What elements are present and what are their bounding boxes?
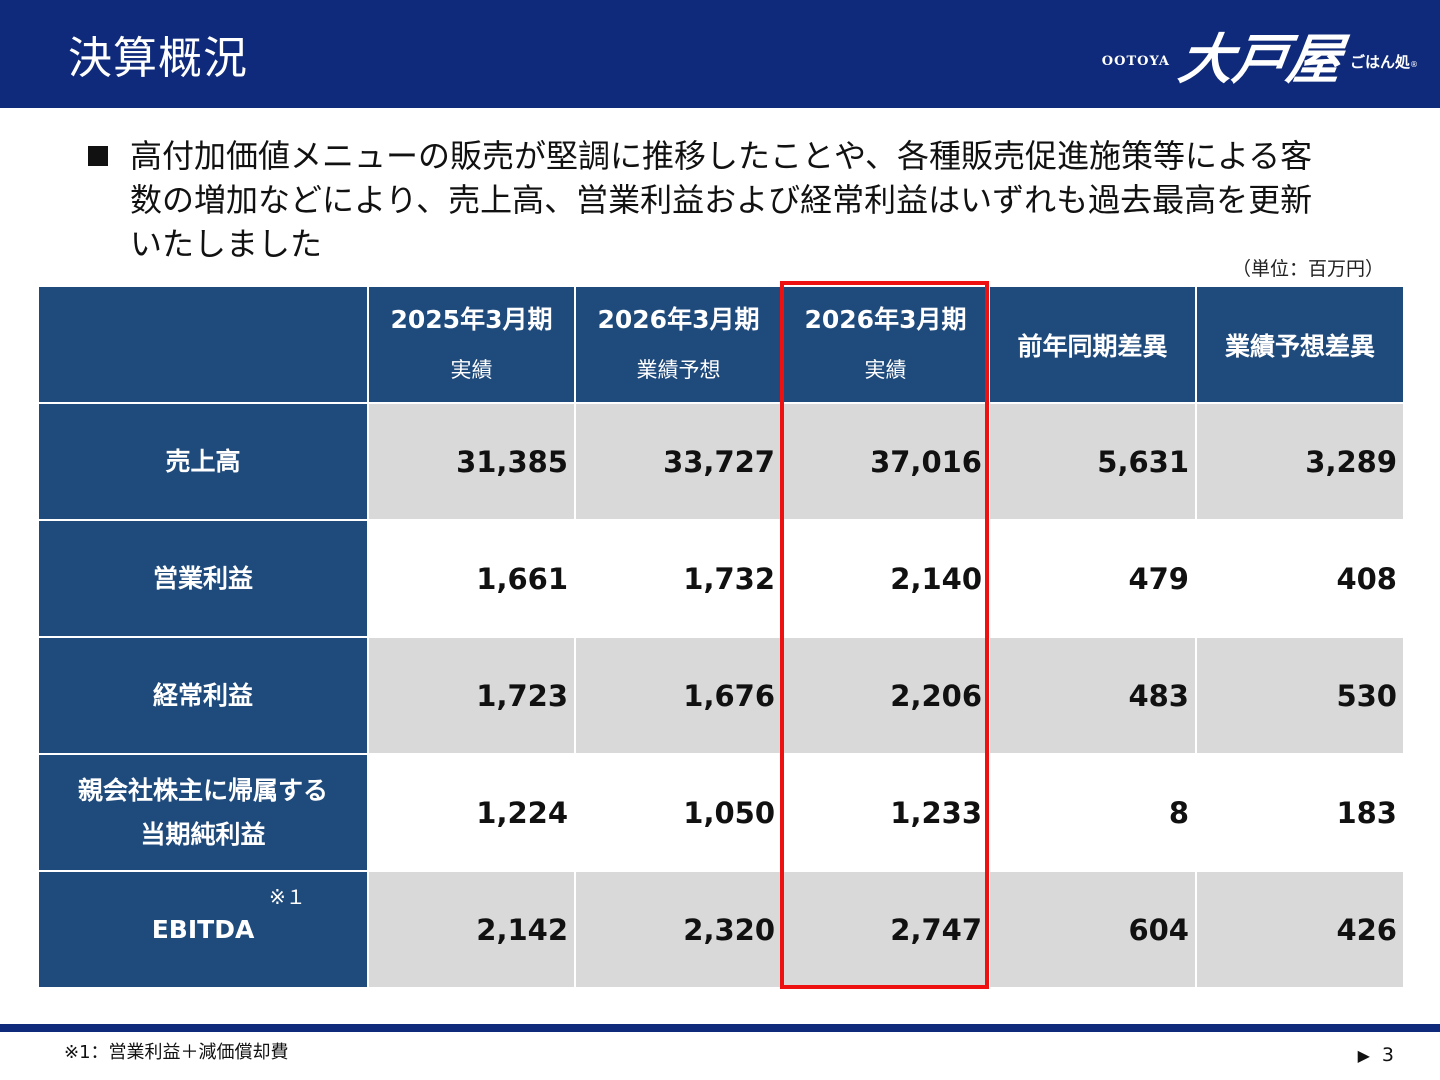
- footnote: ※1：営業利益＋減価償却費: [64, 1042, 289, 1063]
- value-cell: 183: [1195, 753, 1405, 872]
- table-row: 親会社株主に帰属する 当期純利益 1,224 1,050 1,233 8 183: [37, 753, 1405, 872]
- value-cell: 1,732: [574, 519, 783, 638]
- square-bullet-icon: [88, 146, 108, 166]
- logo-main-text: 大戸屋: [1174, 26, 1346, 91]
- value-cell: 1,676: [574, 636, 783, 755]
- play-arrow-icon: ▶: [1357, 1046, 1370, 1065]
- unit-label: （単位：百万円）: [1231, 258, 1384, 280]
- page-number: 3: [1381, 1044, 1394, 1066]
- header-blank-cell: [37, 285, 369, 404]
- table-row: ※１ EBITDA 2,142 2,320 2,747 604 426: [37, 870, 1405, 989]
- value-cell: 530: [1195, 636, 1405, 755]
- value-cell: 2,206: [781, 636, 990, 755]
- footer-bar: [0, 1024, 1440, 1032]
- table-row: 経常利益 1,723 1,676 2,206 483 530: [37, 636, 1405, 755]
- table-header-row: 2025年3月期 実績 2026年3月期 業績予想 2026年3月期 実績 前年…: [37, 285, 1405, 404]
- value-cell: 37,016: [781, 402, 990, 521]
- slide-header: 決算概況 OOTOYA 大戸屋 ごはん処 ®: [0, 0, 1440, 108]
- summary-bullet: 高付加価値メニューの販売が堅調に推移したことや、各種販売促進施策等による客数の増…: [88, 134, 1348, 266]
- column-header: 前年同期差異: [988, 285, 1197, 404]
- value-cell: 1,661: [367, 519, 576, 638]
- footnote-marker: ※１: [269, 885, 306, 909]
- results-table: 2025年3月期 実績 2026年3月期 業績予想 2026年3月期 実績 前年…: [37, 285, 1405, 989]
- value-cell: 2,320: [574, 870, 783, 989]
- value-cell: 33,727: [574, 402, 783, 521]
- value-cell: 2,747: [781, 870, 990, 989]
- value-cell: 3,289: [1195, 402, 1405, 521]
- table-row: 営業利益 1,661 1,732 2,140 479 408: [37, 519, 1405, 638]
- value-cell: 2,140: [781, 519, 990, 638]
- value-cell: 5,631: [988, 402, 1197, 521]
- value-cell: 604: [988, 870, 1197, 989]
- registered-mark: ®: [1410, 59, 1418, 69]
- company-logo: OOTOYA 大戸屋 ごはん処 ®: [1102, 10, 1418, 98]
- logo-english-text: OOTOYA: [1101, 53, 1170, 69]
- page-indicator: ▶ 3: [1358, 1044, 1394, 1066]
- value-cell: 1,723: [367, 636, 576, 755]
- value-cell: 1,224: [367, 753, 576, 872]
- table-row: 売上高 31,385 33,727 37,016 5,631 3,289: [37, 402, 1405, 521]
- row-label: 経常利益: [37, 636, 369, 755]
- page-title: 決算概況: [68, 33, 248, 84]
- value-cell: 479: [988, 519, 1197, 638]
- row-label: 売上高: [37, 402, 369, 521]
- value-cell: 483: [988, 636, 1197, 755]
- column-header: 2026年3月期 実績: [781, 285, 990, 404]
- value-cell: 1,050: [574, 753, 783, 872]
- row-label: 営業利益: [37, 519, 369, 638]
- value-cell: 8: [988, 753, 1197, 872]
- column-header: 2026年3月期 業績予想: [574, 285, 783, 404]
- value-cell: 31,385: [367, 402, 576, 521]
- row-label: 親会社株主に帰属する 当期純利益: [37, 753, 369, 872]
- row-label: ※１ EBITDA: [37, 870, 369, 989]
- summary-text: 高付加価値メニューの販売が堅調に推移したことや、各種販売促進施策等による客数の増…: [130, 137, 1313, 263]
- column-header: 業績予想差異: [1195, 285, 1405, 404]
- column-header: 2025年3月期 実績: [367, 285, 576, 404]
- logo-sub-text: ごはん処: [1349, 52, 1410, 71]
- value-cell: 426: [1195, 870, 1405, 989]
- value-cell: 408: [1195, 519, 1405, 638]
- value-cell: 1,233: [781, 753, 990, 872]
- value-cell: 2,142: [367, 870, 576, 989]
